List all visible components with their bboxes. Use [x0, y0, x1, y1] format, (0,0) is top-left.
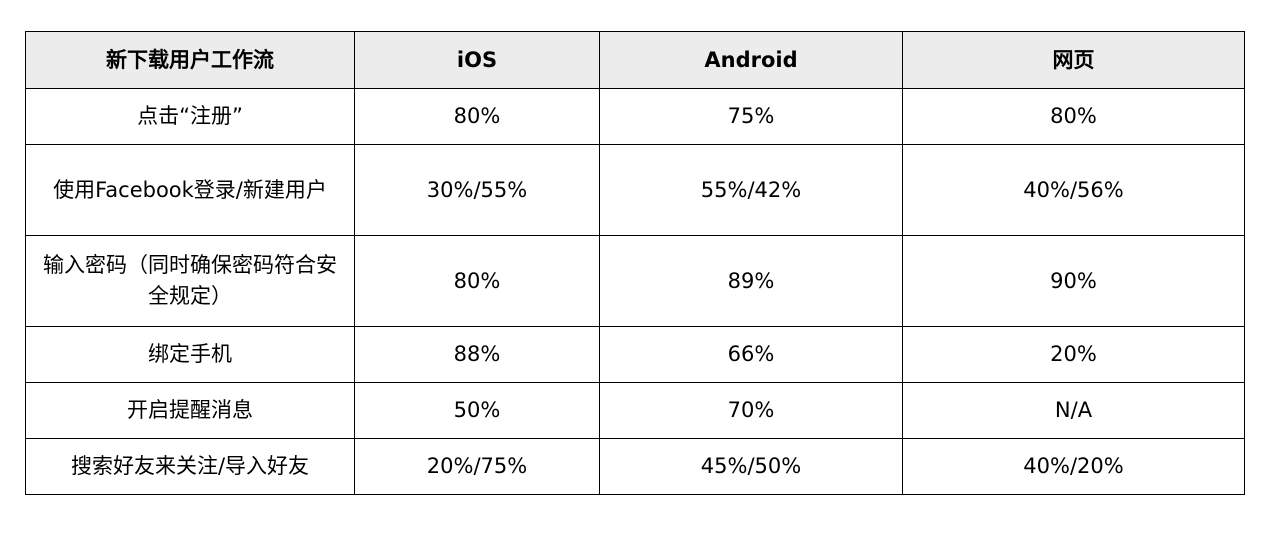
step-cell: 使用Facebook登录/新建用户: [25, 144, 355, 236]
android-cell: 66%: [599, 326, 903, 383]
step-cell: 开启提醒消息: [25, 382, 355, 439]
table-row: 绑定手机 88% 66% 20%: [25, 326, 1245, 383]
header-workflow: 新下载用户工作流: [25, 31, 355, 89]
header-web: 网页: [902, 31, 1245, 89]
step-cell: 搜索好友来关注/导入好友: [25, 438, 355, 495]
ios-cell: 80%: [354, 235, 600, 327]
table-row: 输入密码（同时确保密码符合安全规定） 80% 89% 90%: [25, 235, 1245, 327]
table-row: 使用Facebook登录/新建用户 30%/55% 55%/42% 40%/56…: [25, 144, 1245, 236]
web-cell: 20%: [902, 326, 1245, 383]
web-cell: 90%: [902, 235, 1245, 327]
table-row: 搜索好友来关注/导入好友 20%/75% 45%/50% 40%/20%: [25, 438, 1245, 495]
web-cell: 40%/20%: [902, 438, 1245, 495]
step-cell: 点击“注册”: [25, 88, 355, 145]
header-ios: iOS: [354, 31, 600, 89]
step-cell: 绑定手机: [25, 326, 355, 383]
table-header-row: 新下载用户工作流 iOS Android 网页: [25, 31, 1245, 89]
header-android: Android: [599, 31, 903, 89]
table-row: 点击“注册” 80% 75% 80%: [25, 88, 1245, 145]
ios-cell: 88%: [354, 326, 600, 383]
android-cell: 75%: [599, 88, 903, 145]
android-cell: 70%: [599, 382, 903, 439]
onboarding-funnel-table: 新下载用户工作流 iOS Android 网页 点击“注册” 80% 75% 8…: [25, 31, 1245, 495]
web-cell: 40%/56%: [902, 144, 1245, 236]
web-cell: N/A: [902, 382, 1245, 439]
android-cell: 55%/42%: [599, 144, 903, 236]
ios-cell: 50%: [354, 382, 600, 439]
web-cell: 80%: [902, 88, 1245, 145]
ios-cell: 30%/55%: [354, 144, 600, 236]
table-row: 开启提醒消息 50% 70% N/A: [25, 382, 1245, 439]
ios-cell: 80%: [354, 88, 600, 145]
android-cell: 89%: [599, 235, 903, 327]
step-cell: 输入密码（同时确保密码符合安全规定）: [25, 235, 355, 327]
ios-cell: 20%/75%: [354, 438, 600, 495]
android-cell: 45%/50%: [599, 438, 903, 495]
